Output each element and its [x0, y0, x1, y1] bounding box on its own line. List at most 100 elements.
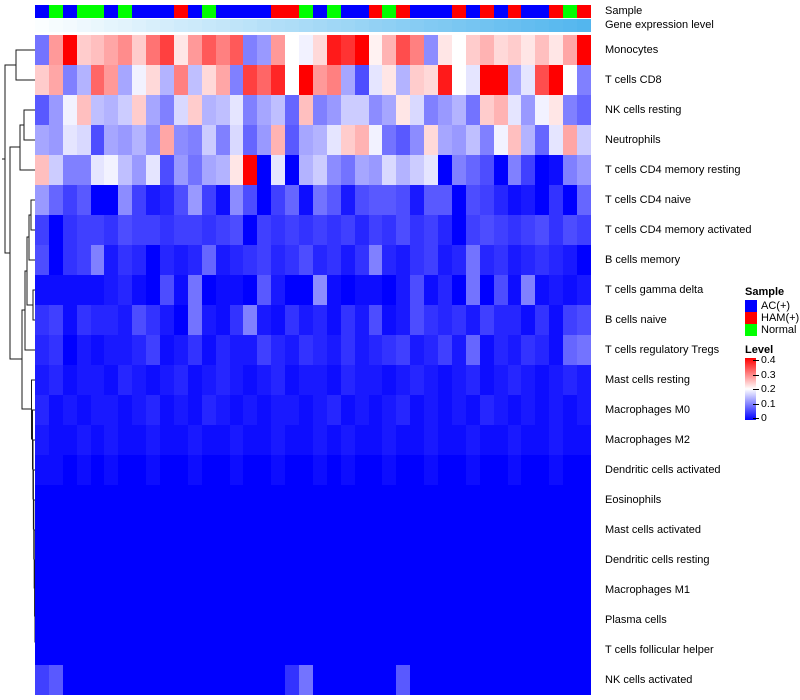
heatmap-cell [424, 335, 439, 365]
heatmap-cell [76, 95, 91, 125]
heatmap-cell [410, 35, 425, 65]
heatmap-cell [132, 635, 147, 665]
heatmap-cell [479, 215, 494, 245]
heatmap-cell [424, 515, 439, 545]
heatmap-cell [382, 455, 397, 485]
heatmap-cell [451, 605, 466, 635]
heatmap-cell [312, 95, 327, 125]
heatmap-cell [396, 515, 411, 545]
heatmap-cell [521, 275, 536, 305]
heatmap-cell [160, 95, 174, 125]
sample-annotation-cell [382, 5, 397, 18]
heatmap-cell [549, 425, 564, 455]
heatmap-cell [493, 395, 508, 425]
heatmap-cell [160, 395, 174, 425]
heatmap-cell [90, 635, 105, 665]
gene-expression-cell [549, 18, 564, 32]
heatmap-cell [173, 155, 188, 185]
heatmap-cell [410, 515, 425, 545]
heatmap-cell [201, 275, 216, 305]
row-label: NK cells resting [605, 104, 682, 116]
heatmap-cell [479, 665, 494, 695]
heatmap-cell [424, 395, 439, 425]
heatmap-cell [521, 335, 536, 365]
heatmap-cell [243, 395, 258, 425]
heatmap-cell [479, 365, 494, 395]
heatmap-cell [271, 155, 286, 185]
heatmap-cell [35, 215, 49, 245]
heatmap-cell [257, 35, 272, 65]
heatmap-cell [563, 155, 578, 185]
heatmap-cell [340, 65, 355, 95]
heatmap-cell [424, 95, 439, 125]
heatmap-cell [201, 485, 216, 515]
heatmap-cell [132, 545, 147, 575]
heatmap-cell [549, 155, 564, 185]
heatmap-cell [465, 485, 480, 515]
heatmap-cell [563, 605, 578, 635]
heatmap-cell [507, 605, 522, 635]
heatmap-cell [549, 245, 564, 275]
heatmap-cell [354, 125, 369, 155]
heatmap-cell [326, 455, 341, 485]
legend-swatch [745, 300, 757, 312]
heatmap-cell [299, 215, 313, 245]
heatmap-cell [396, 635, 411, 665]
heatmap-cell [479, 245, 494, 275]
gene-expression-cell [535, 18, 550, 32]
sample-annotation-cell [493, 5, 508, 18]
heatmap-cell [424, 455, 439, 485]
heatmap-cell [507, 635, 522, 665]
gene-expression-cell [396, 18, 411, 32]
heatmap-cell [299, 485, 313, 515]
heatmap-cell [173, 125, 188, 155]
heatmap-cell [173, 665, 188, 695]
gene-expression-cell [438, 18, 452, 32]
heatmap-cell [507, 95, 522, 125]
heatmap-cell [76, 635, 91, 665]
gene-expression-cell [187, 18, 202, 32]
heatmap-cell [382, 305, 397, 335]
heatmap-cell [549, 575, 564, 605]
heatmap-cell [563, 95, 578, 125]
heatmap-cell [451, 275, 466, 305]
sample-annotation-cell [424, 5, 439, 18]
row-label: Mast cells resting [605, 374, 690, 386]
heatmap-cell [549, 215, 564, 245]
heatmap-cell [187, 425, 202, 455]
heatmap-cell [271, 65, 286, 95]
heatmap-cell [257, 665, 272, 695]
heatmap-cell [201, 155, 216, 185]
heatmap-cell [549, 665, 564, 695]
heatmap-cell [299, 635, 313, 665]
row-label: Monocytes [605, 44, 659, 56]
heatmap-cell [62, 665, 77, 695]
heatmap-cell [229, 395, 244, 425]
heatmap-cell [104, 305, 119, 335]
heatmap-cell [48, 245, 63, 275]
row-label: Plasma cells [605, 614, 667, 626]
heatmap-cell [132, 575, 147, 605]
heatmap-cell [299, 125, 313, 155]
sample-annotation-cell [507, 5, 522, 18]
legend-item: Normal [745, 324, 799, 336]
heatmap-cell [382, 665, 397, 695]
heatmap-cell [368, 425, 383, 455]
heatmap-cell [479, 185, 494, 215]
heatmap-cell [493, 425, 508, 455]
row-label: T cells regulatory Tregs [605, 344, 720, 356]
heatmap-cell [201, 365, 216, 395]
heatmap-cell [438, 65, 452, 95]
heatmap-cell [48, 215, 63, 245]
heatmap-cell [243, 275, 258, 305]
heatmap-cell [577, 395, 591, 425]
heatmap-cell [479, 605, 494, 635]
heatmap-cell [35, 65, 49, 95]
heatmap-cell [215, 95, 230, 125]
heatmap-cell [257, 65, 272, 95]
gene-expression-cell [118, 18, 133, 32]
sample-annotation-cell [465, 5, 480, 18]
heatmap-cell [48, 485, 63, 515]
sample-annotation-cell [535, 5, 550, 18]
heatmap-cell [285, 95, 300, 125]
